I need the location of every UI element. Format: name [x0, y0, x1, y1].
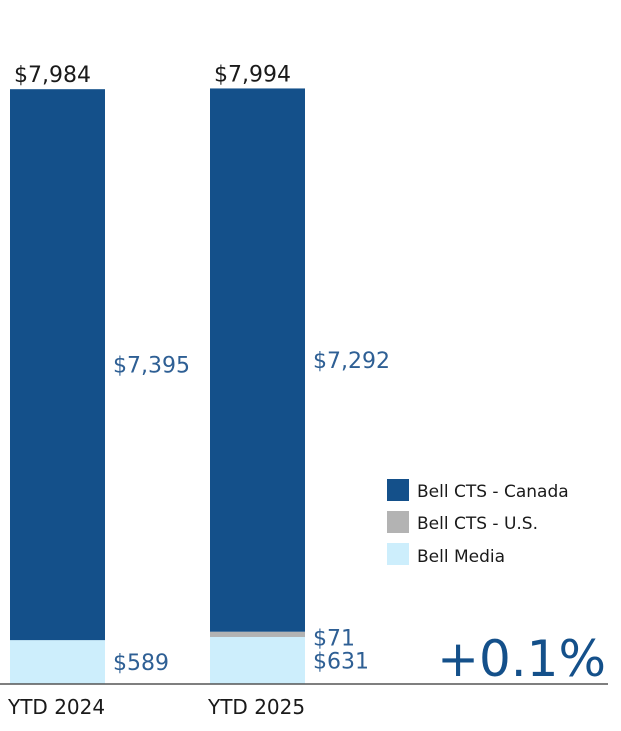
legend-label-canada: Bell CTS - Canada [417, 482, 569, 502]
bar-segment-us-1 [210, 631, 305, 637]
total-label-0: $7,984 [14, 63, 91, 88]
value-label-canada-0: $7,395 [113, 354, 190, 379]
category-label-2025: YTD 2025 [207, 695, 305, 719]
value-label-us-1: $71 [313, 627, 355, 652]
bar-segment-media-0 [10, 640, 105, 684]
legend-label-us: Bell CTS - U.S. [417, 514, 538, 534]
total-label-1: $7,994 [214, 62, 291, 87]
category-label-2024: YTD 2024 [7, 695, 105, 719]
legend-label-media: Bell Media [417, 547, 505, 567]
legend-swatch-media [387, 543, 409, 565]
value-label-media-1: $631 [313, 649, 369, 674]
value-label-canada-1: $7,292 [313, 349, 390, 374]
bars-group [10, 88, 305, 684]
labels-group: $589 $7,395 $7,984 $631$71 $7,292 $7,994 [14, 62, 390, 676]
bar-segment-canada-1 [210, 88, 305, 632]
legend-swatch-us [387, 511, 409, 533]
value-label-media-0: $589 [113, 651, 169, 676]
percent-change-label: +0.1% [437, 630, 606, 688]
legend: Bell CTS - Canada Bell CTS - U.S. Bell M… [387, 479, 569, 567]
legend-swatch-canada [387, 479, 409, 501]
bar-segment-media-1 [210, 636, 305, 684]
bar-segment-canada-0 [10, 89, 105, 641]
